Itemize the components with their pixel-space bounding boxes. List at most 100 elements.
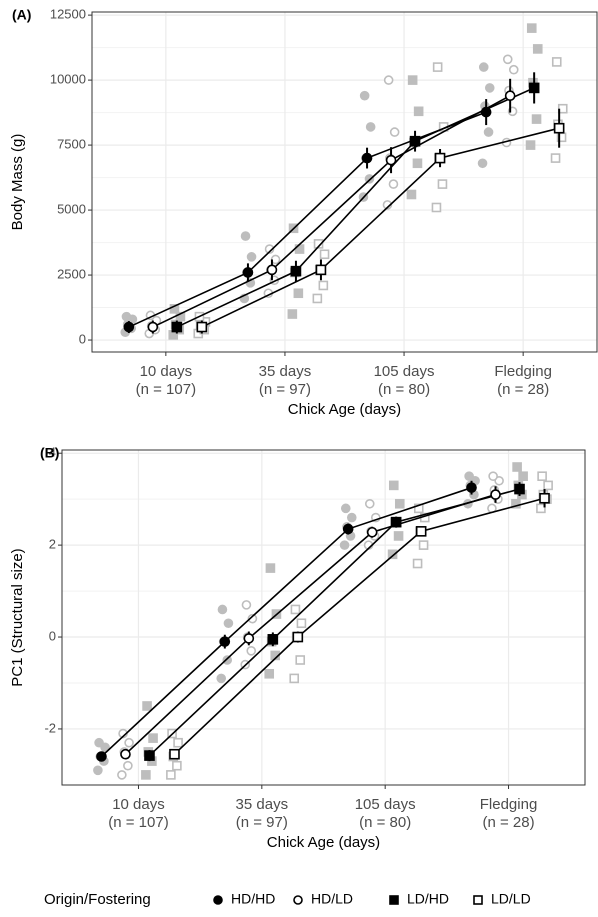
raw-point	[346, 512, 357, 523]
raw-point	[312, 293, 323, 304]
raw-point	[502, 54, 513, 65]
mean-point	[147, 321, 159, 333]
raw-point	[121, 311, 132, 322]
mean-point	[266, 264, 278, 276]
y-tick-label: 7500	[57, 137, 86, 152]
raw-point	[526, 23, 537, 33]
raw-point	[148, 733, 158, 743]
raw-point	[418, 540, 429, 550]
raw-point	[223, 618, 234, 629]
y-tick-label: 5000	[57, 202, 86, 217]
raw-point	[543, 480, 553, 491]
raw-point	[387, 549, 398, 560]
series-line	[176, 87, 535, 328]
raw-point	[388, 179, 399, 189]
y-tick-label: -2	[44, 720, 56, 735]
raw-point	[340, 503, 351, 514]
raw-point	[289, 673, 300, 684]
raw-point	[295, 655, 306, 665]
series-line	[152, 94, 511, 328]
mean-point	[342, 523, 354, 535]
raw-point	[339, 540, 350, 550]
raw-point	[432, 62, 443, 72]
raw-point	[287, 309, 298, 319]
x-axis-title: Chick Age (days)	[288, 401, 401, 418]
raw-point	[124, 737, 134, 748]
raw-point	[293, 288, 304, 299]
n-label: (n = 97)	[259, 381, 311, 398]
raw-point	[383, 75, 394, 85]
raw-point	[173, 737, 183, 748]
raw-point	[117, 770, 127, 780]
x-tick-label: 105 days	[355, 796, 416, 813]
n-label: (n = 107)	[108, 814, 168, 831]
raw-point	[550, 153, 561, 163]
raw-point	[531, 114, 542, 124]
panel-label: (A)	[12, 7, 31, 23]
mean-point	[490, 489, 501, 500]
y-tick-label: 2	[49, 537, 56, 552]
mean-point	[171, 321, 183, 333]
raw-point	[437, 179, 448, 189]
raw-point	[172, 760, 182, 771]
mean-point	[315, 264, 327, 276]
mean-point	[504, 90, 516, 102]
mean-point	[242, 267, 254, 278]
raw-point	[388, 480, 399, 491]
raw-point	[518, 471, 528, 481]
raw-point	[123, 760, 133, 771]
raw-point	[318, 280, 329, 291]
raw-point	[551, 57, 562, 67]
raw-point	[407, 75, 418, 85]
plot-border	[91, 11, 598, 353]
mean-point	[466, 482, 477, 493]
legend-marker	[213, 895, 223, 905]
mean-point	[196, 321, 208, 333]
raw-point	[393, 531, 404, 541]
legend-marker	[293, 895, 303, 905]
raw-point	[488, 471, 498, 481]
raw-point	[536, 503, 546, 514]
mean-point	[366, 526, 378, 538]
raw-point	[412, 558, 423, 569]
mean-point	[120, 748, 131, 760]
raw-point	[413, 106, 424, 117]
raw-point	[290, 604, 301, 615]
series-line	[128, 111, 487, 328]
y-tick-label: 10000	[50, 72, 86, 87]
x-tick-label: 10 days	[140, 363, 193, 380]
raw-point	[525, 140, 536, 150]
legend-marker	[389, 895, 399, 905]
mean-point	[361, 152, 373, 164]
legend-label: HD/HD	[231, 891, 275, 907]
legend-marker	[473, 895, 483, 905]
raw-point	[222, 655, 233, 665]
raw-point	[296, 618, 307, 629]
raw-point	[483, 127, 494, 137]
x-tick-label: 35 days	[236, 796, 289, 813]
raw-point	[247, 613, 258, 624]
raw-point	[166, 770, 176, 780]
panel-label: (B)	[40, 445, 59, 461]
y-tick-label: 4	[49, 445, 56, 460]
x-tick-label: 10 days	[112, 796, 165, 813]
mean-point	[96, 751, 107, 762]
raw-point	[264, 244, 275, 254]
raw-point	[240, 231, 251, 241]
y-axis-title: Body Mass (g)	[9, 134, 26, 231]
mean-point	[553, 122, 565, 134]
raw-point	[241, 600, 252, 610]
n-label: (n = 97)	[236, 814, 288, 831]
mean-point	[434, 152, 446, 164]
raw-point	[217, 604, 228, 615]
mean-point	[169, 748, 180, 760]
panel: 0 2500 5000 7500 10000 12500 10 days(n = 107) 3…	[9, 7, 598, 418]
raw-point	[511, 498, 521, 509]
raw-point	[464, 471, 474, 481]
mean-point	[385, 154, 397, 166]
n-label: (n = 80)	[378, 381, 430, 398]
raw-point	[413, 503, 424, 514]
mean-point	[415, 526, 427, 537]
mean-point	[123, 321, 135, 333]
raw-point	[94, 737, 104, 748]
